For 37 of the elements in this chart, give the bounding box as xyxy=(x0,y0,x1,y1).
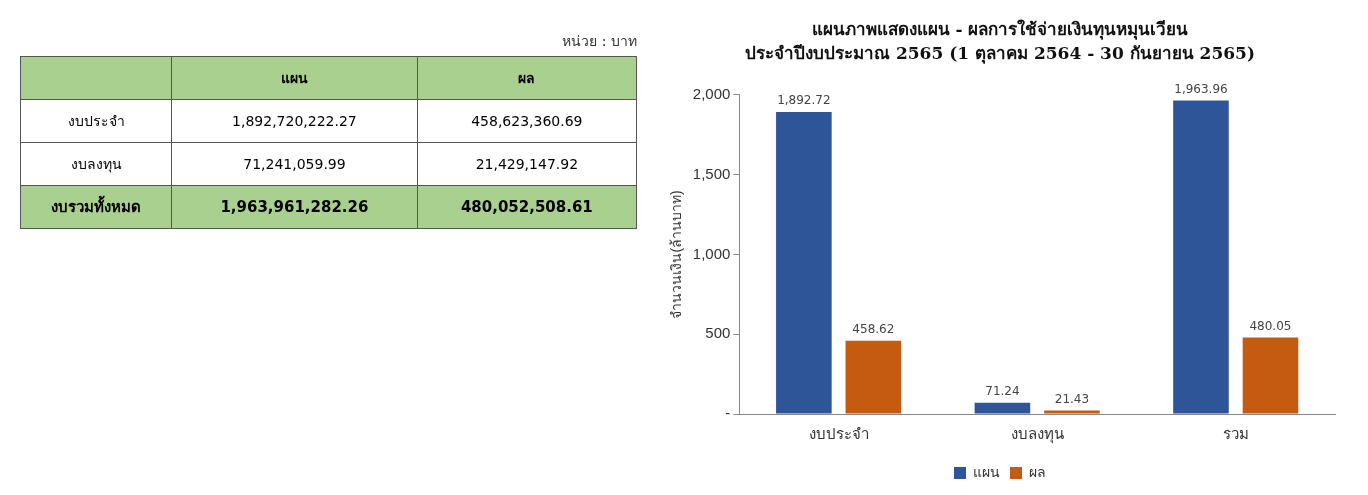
bar xyxy=(974,402,1031,414)
x-tick-label: งบประจำ xyxy=(808,425,869,443)
y-axis-title: จำนวนเงิน(ล้านบาท) xyxy=(668,190,685,319)
bar xyxy=(776,111,832,414)
y-tick-label: - xyxy=(725,404,731,422)
category-label: งบประจำ xyxy=(20,99,172,143)
data-label: 71.24 xyxy=(985,383,1020,398)
legend-label: ผล xyxy=(1029,463,1046,480)
y-tick-label: 500 xyxy=(705,324,731,342)
chart-subtitle: ประจำปีงบประมาณ 2565 (1 ตุลาคม 2564 - 30 กันยายน 2565) xyxy=(745,43,1255,65)
category-label: งบลงทุน xyxy=(20,142,172,186)
x-tick-label: งบลงทุน xyxy=(1010,425,1064,445)
text: แผน xyxy=(171,56,418,100)
data-label: 1,963.96 xyxy=(1174,81,1228,96)
data-label: 21,429,147.92 xyxy=(417,142,637,186)
y-tick-label: 1,000 xyxy=(692,244,731,262)
y-tick-label: 2,000 xyxy=(692,84,731,102)
bar xyxy=(1173,100,1229,414)
data-label: 480.05 xyxy=(1249,318,1292,333)
category-label: งบรวมทั้งหมด xyxy=(20,185,172,229)
data-label: 458.62 xyxy=(852,321,895,336)
data-label: 71,241,059.99 xyxy=(171,142,418,186)
bar xyxy=(1044,410,1100,414)
bar xyxy=(1242,337,1299,414)
x-tick-label: รวม xyxy=(1222,425,1249,443)
data-label: 458,623,360.69 xyxy=(417,99,637,143)
data-label: 1,963,961,282.26 xyxy=(171,185,418,229)
data-label: 1,892,720,222.27 xyxy=(171,99,418,143)
legend-label: แผน xyxy=(973,463,1000,480)
bar xyxy=(845,340,902,414)
data-label: 1,892.72 xyxy=(777,93,831,108)
data-label: 480,052,508.61 xyxy=(417,185,637,229)
text: หน่วย : บาท xyxy=(561,32,637,51)
y-tick-label: 1,500 xyxy=(692,164,731,182)
text: ผล xyxy=(417,56,637,100)
chart-title: แผนภาพแสดงแผน - ผลการใช้จ่ายเงินทุนหมุนเวียน xyxy=(811,18,1189,40)
data-label: 21.43 xyxy=(1054,391,1090,406)
